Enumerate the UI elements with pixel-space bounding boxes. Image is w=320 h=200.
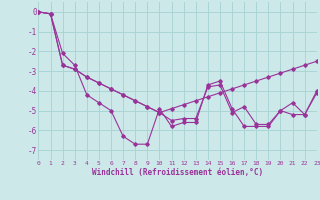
X-axis label: Windchill (Refroidissement éolien,°C): Windchill (Refroidissement éolien,°C) [92,168,263,177]
